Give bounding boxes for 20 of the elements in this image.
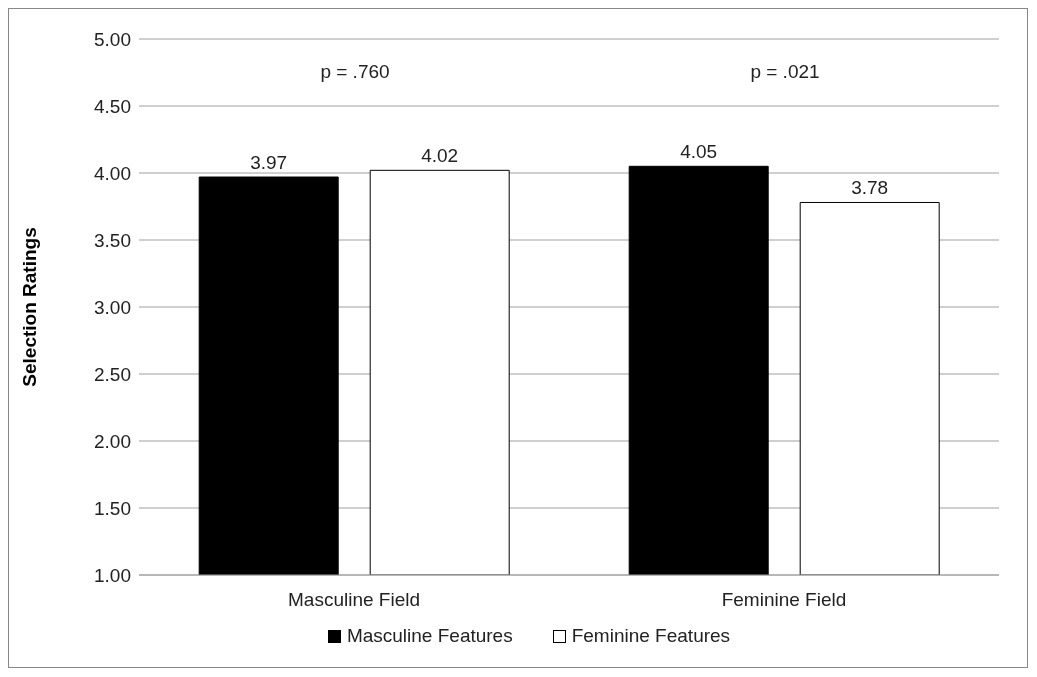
x-tick-label: Feminine Field xyxy=(721,589,847,611)
y-tick-label: 1.50 xyxy=(94,497,131,519)
y-tick-label: 1.00 xyxy=(94,564,131,586)
data-label: 4.02 xyxy=(421,145,459,167)
y-tick-label: 4.50 xyxy=(94,95,131,117)
annotation: p = .021 xyxy=(749,61,821,83)
data-label: 3.78 xyxy=(851,177,889,199)
y-tick-label: 5.00 xyxy=(94,28,131,50)
y-tick-label: 3.00 xyxy=(94,296,131,318)
x-tick-label: Masculine Field xyxy=(288,589,420,611)
data-label: 4.05 xyxy=(680,141,718,163)
legend-label: Feminine Features xyxy=(571,625,731,647)
legend-label: Masculine Features xyxy=(346,625,513,647)
y-tick-label: 2.00 xyxy=(94,430,131,452)
data-label: 3.97 xyxy=(250,152,288,174)
y-tick-label: 2.50 xyxy=(94,363,131,385)
y-tick-label: 4.00 xyxy=(94,162,131,184)
y-tick-label: 3.50 xyxy=(94,229,131,251)
y-axis-title: Selection Ratings xyxy=(18,227,40,387)
annotation: p = .760 xyxy=(319,61,391,83)
